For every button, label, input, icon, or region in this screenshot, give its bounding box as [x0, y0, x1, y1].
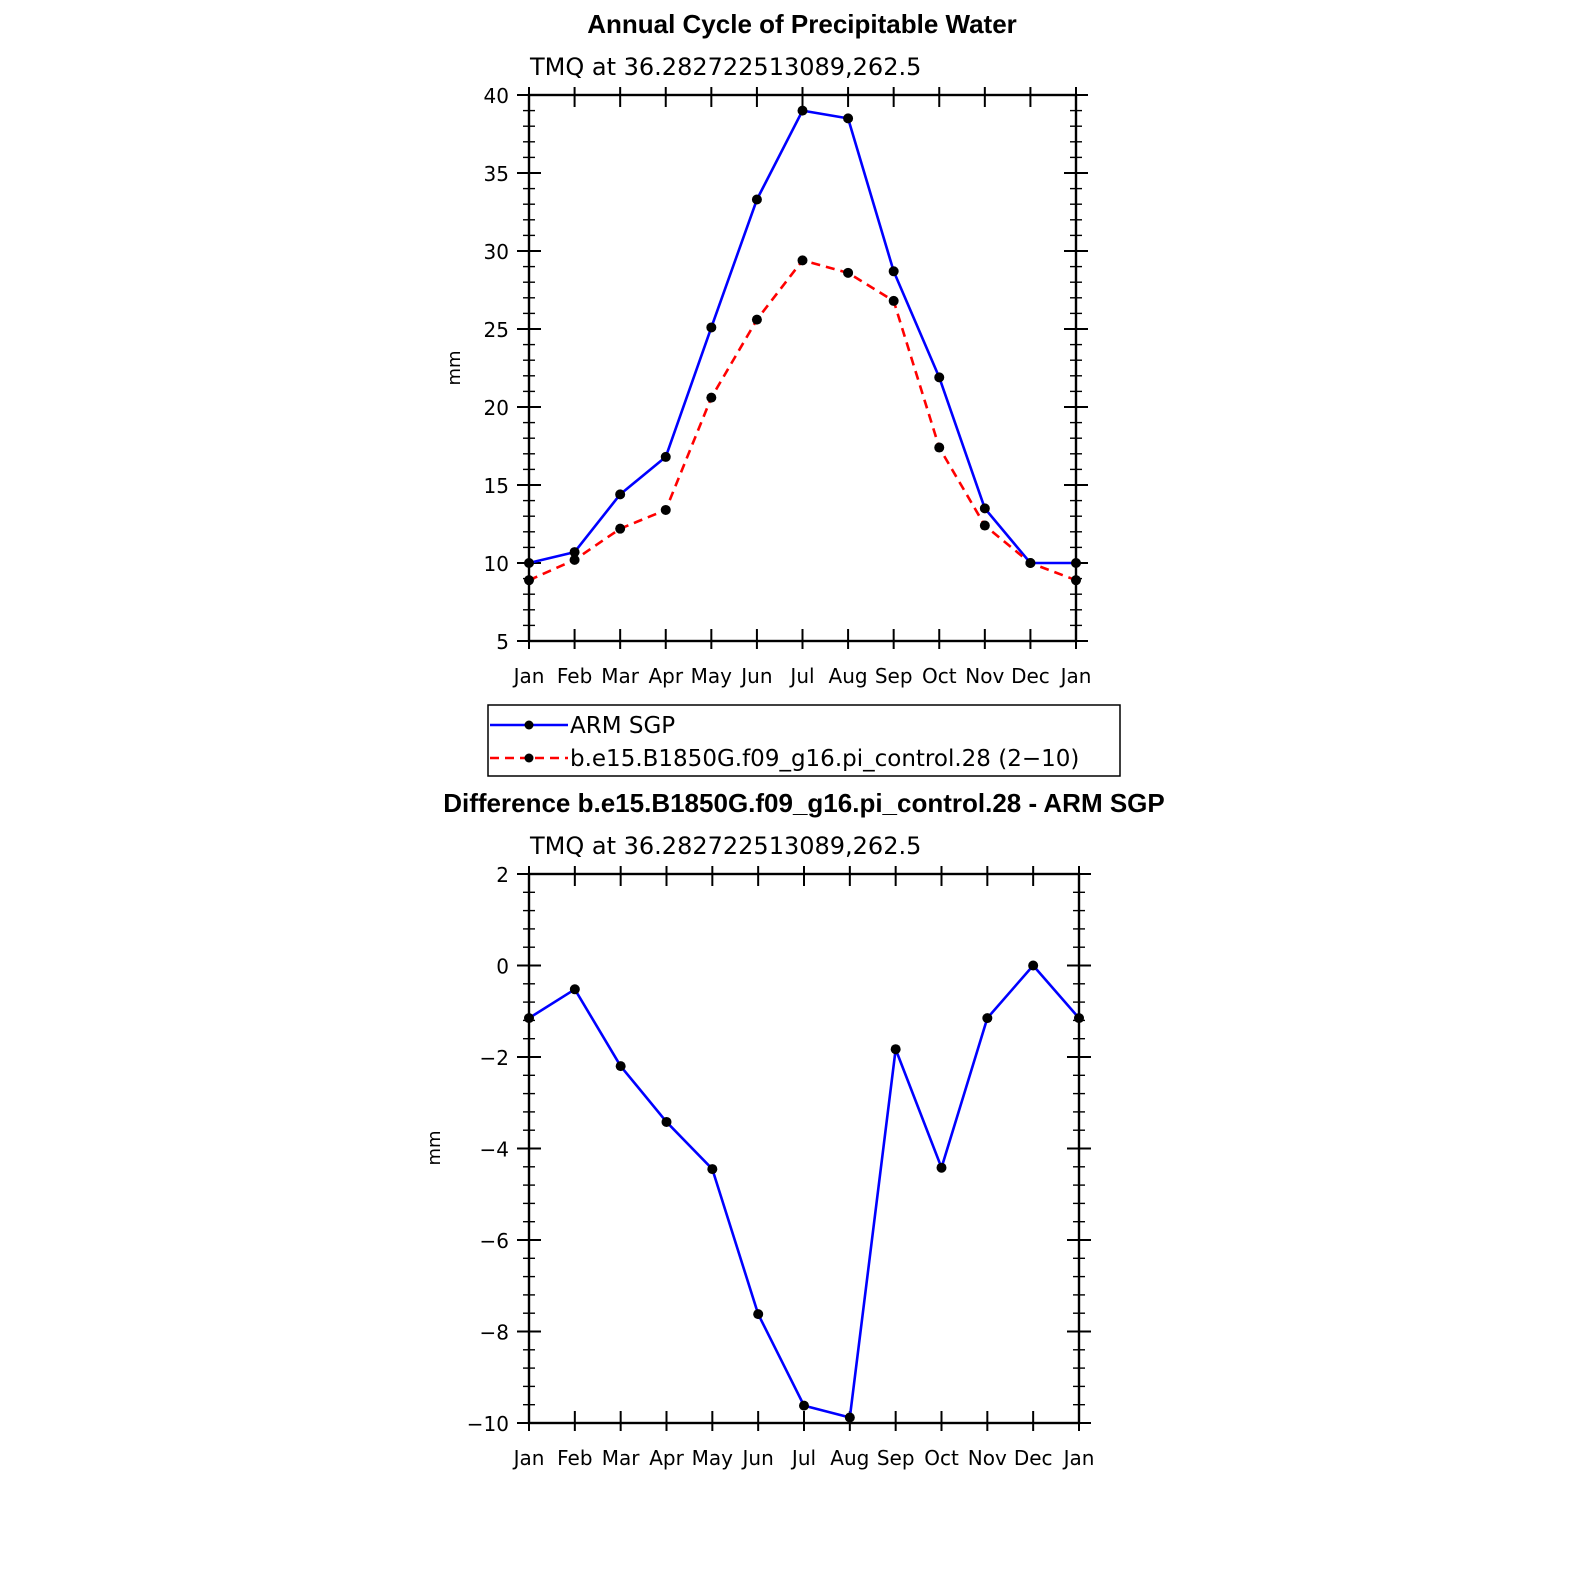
x-tick-label: Sep: [875, 664, 913, 688]
y-tick-label: 35: [484, 162, 509, 186]
data-point-0: [982, 1013, 993, 1024]
data-point-0: [844, 1412, 855, 1423]
data-point-1: [615, 523, 626, 534]
data-point-0: [660, 451, 671, 462]
x-tick-label: Jan: [1059, 664, 1092, 688]
legend-label-arm-sgp: ARM SGP: [570, 713, 675, 739]
data-point-1: [979, 520, 990, 531]
x-tick-label: Dec: [1011, 664, 1050, 688]
legend: ARM SGP b.e15.B1850G.f09_g16.pi_control.…: [487, 704, 1121, 777]
x-tick-label: Aug: [829, 664, 868, 688]
y-tick-label: 40: [484, 84, 509, 108]
data-point-0: [524, 558, 534, 568]
x-tick-label: May: [691, 664, 733, 688]
legend-marker-arm-sgp: [524, 720, 534, 730]
data-point-0: [843, 113, 854, 124]
x-tick-label: Feb: [557, 664, 592, 688]
data-point-1: [843, 267, 854, 278]
data-point-1: [569, 554, 580, 565]
x-tick-label: Feb: [557, 1446, 592, 1470]
data-point-0: [707, 1164, 718, 1175]
series-line-0: [528, 109, 1076, 565]
y-axis-label: mm: [444, 350, 465, 385]
data-point-0: [1074, 1013, 1084, 1024]
difference-plot: Jan Feb Mar Apr May Jun Jul Aug Sep Oct Nov Dec Jan−…: [467, 863, 1095, 1470]
y-tick-label: −6: [480, 1229, 509, 1253]
y-tick-label: 2: [496, 863, 509, 887]
x-tick-label: Jul: [790, 1446, 816, 1470]
y-tick-label: 10: [484, 552, 509, 576]
x-tick-label: Jan: [1062, 1446, 1095, 1470]
data-point-0: [615, 1061, 626, 1072]
data-point-0: [1071, 558, 1081, 568]
x-tick-label: Apr: [648, 664, 683, 688]
difference-chart-subtitle: TMQ at 36.282722513089,262.5: [529, 832, 921, 860]
data-point-0: [799, 1400, 809, 1411]
x-tick-label: Mar: [602, 1446, 641, 1470]
x-tick-label: Aug: [830, 1446, 869, 1470]
data-point-0: [1028, 960, 1039, 971]
y-tick-label: 30: [484, 240, 509, 264]
y-tick-label: 20: [484, 396, 509, 420]
y-tick-label: −8: [480, 1321, 509, 1345]
data-point-0: [934, 372, 945, 383]
data-point-0: [888, 266, 899, 277]
y-tick-label: −2: [480, 1046, 509, 1070]
series-line-1: [528, 259, 1077, 582]
x-tick-label: Oct: [922, 664, 957, 688]
x-tick-label: Jun: [739, 664, 772, 688]
chart-subtitle: TMQ at 36.282722513089,262.5: [529, 53, 921, 81]
x-tick-label: Nov: [968, 1446, 1007, 1470]
data-point-1: [888, 295, 899, 306]
y-tick-label: −10: [467, 1412, 509, 1436]
legend-marker-model: [524, 753, 534, 763]
x-tick-label: Jun: [741, 1446, 774, 1470]
x-tick-label: Nov: [965, 664, 1004, 688]
x-tick-label: May: [692, 1446, 734, 1470]
data-point-0: [751, 194, 762, 205]
x-tick-label: Mar: [601, 664, 640, 688]
x-tick-label: Oct: [924, 1446, 959, 1470]
y-tick-label: 0: [496, 955, 509, 979]
data-point-1: [524, 575, 534, 586]
data-point-1: [706, 392, 717, 403]
annual-cycle-plot: Jan Feb Mar Apr May Jun Jul Aug Sep Oct Nov Dec Jan5…: [484, 84, 1092, 688]
data-point-1: [1025, 558, 1036, 568]
x-tick-label: Dec: [1014, 1446, 1053, 1470]
data-point-0: [706, 322, 717, 333]
x-tick-label: Sep: [877, 1446, 915, 1470]
data-point-1: [660, 504, 671, 515]
data-point-0: [936, 1162, 947, 1173]
data-point-1: [1071, 575, 1081, 586]
data-point-1: [934, 442, 945, 453]
data-point-0: [569, 984, 580, 995]
data-point-0: [753, 1309, 764, 1320]
legend-box: [487, 704, 1121, 777]
difference-y-axis-label: mm: [424, 1130, 445, 1165]
data-point-0: [661, 1116, 672, 1127]
x-tick-label: Apr: [649, 1446, 684, 1470]
data-point-0: [890, 1044, 901, 1055]
y-tick-label: 15: [484, 474, 509, 498]
data-point-0: [615, 489, 626, 500]
x-tick-label: Jan: [512, 664, 545, 688]
chart-title: Annual Cycle of Precipitable Water: [587, 9, 1017, 39]
data-point-0: [797, 105, 808, 116]
data-point-0: [524, 1013, 534, 1024]
difference-chart-title: Difference b.e15.B1850G.f09_g16.pi_contr…: [443, 788, 1165, 818]
y-tick-label: −4: [480, 1138, 509, 1162]
plot-frame: [527, 93, 1078, 643]
data-point-1: [751, 314, 762, 325]
y-tick-label: 5: [496, 630, 509, 654]
legend-label-model: b.e15.B1850G.f09_g16.pi_control.28 (2−10…: [570, 746, 1079, 772]
series-line-0: [528, 964, 1080, 1419]
data-point-1: [797, 255, 808, 266]
x-tick-label: Jan: [512, 1446, 545, 1470]
data-point-0: [979, 503, 990, 514]
plot-frame: [527, 872, 1081, 1425]
x-tick-label: Jul: [788, 664, 814, 688]
data-point-0: [569, 547, 580, 558]
y-tick-label: 25: [484, 318, 509, 342]
